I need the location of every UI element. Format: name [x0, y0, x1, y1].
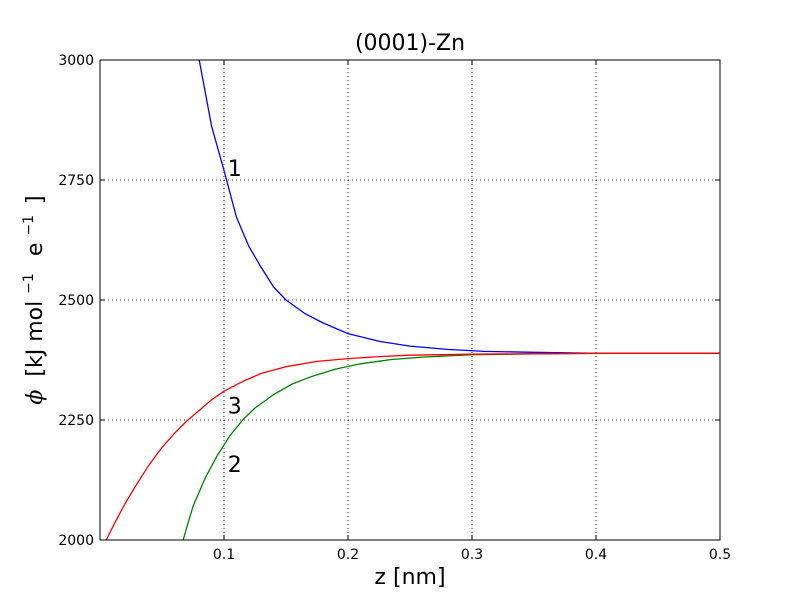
- y-tick-label: 2250: [58, 413, 94, 429]
- x-tick-label: 0.2: [337, 547, 359, 563]
- y-axis-exp-2: −1: [21, 215, 37, 236]
- x-tick-labels: 0.1 0.2 0.3 0.4 0.5: [213, 547, 731, 563]
- y-tick-label: 3000: [58, 53, 94, 69]
- curve-label-2: 2: [228, 453, 242, 478]
- y-tick-label: 2500: [58, 293, 94, 309]
- y-axis-unit-close: ]: [23, 195, 48, 204]
- curves: [105, 59, 720, 541]
- curve-annotations: 1 3 2: [228, 157, 242, 478]
- y-axis-label: ϕ [kJ mol −1 e −1 ]: [14, 195, 48, 404]
- x-tick-label: 0.4: [585, 547, 607, 563]
- ticks: [100, 59, 721, 541]
- series-line-3: [105, 352, 720, 541]
- y-axis-unit-open: [kJ mol: [23, 301, 48, 377]
- curve-label-3: 3: [228, 395, 242, 420]
- y-tick-labels: 2000 2250 2500 2750 3000: [58, 53, 94, 549]
- x-tick-label: 0.5: [709, 547, 731, 563]
- y-axis-symbol: ϕ: [23, 390, 48, 405]
- y-tick-label: 2750: [58, 173, 94, 189]
- x-axis-label: z [nm]: [374, 565, 445, 590]
- chart-title: (0001)-Zn: [355, 31, 465, 56]
- y-axis-unit-mid: e: [23, 243, 48, 257]
- y-axis-exp-1: −1: [21, 273, 37, 294]
- x-tick-label: 0.3: [461, 547, 483, 563]
- series-line-1: [198, 59, 720, 354]
- curve-label-1: 1: [228, 157, 242, 182]
- y-tick-label: 2000: [58, 533, 94, 549]
- grid-lines: [100, 60, 720, 540]
- x-tick-label: 0.1: [213, 547, 235, 563]
